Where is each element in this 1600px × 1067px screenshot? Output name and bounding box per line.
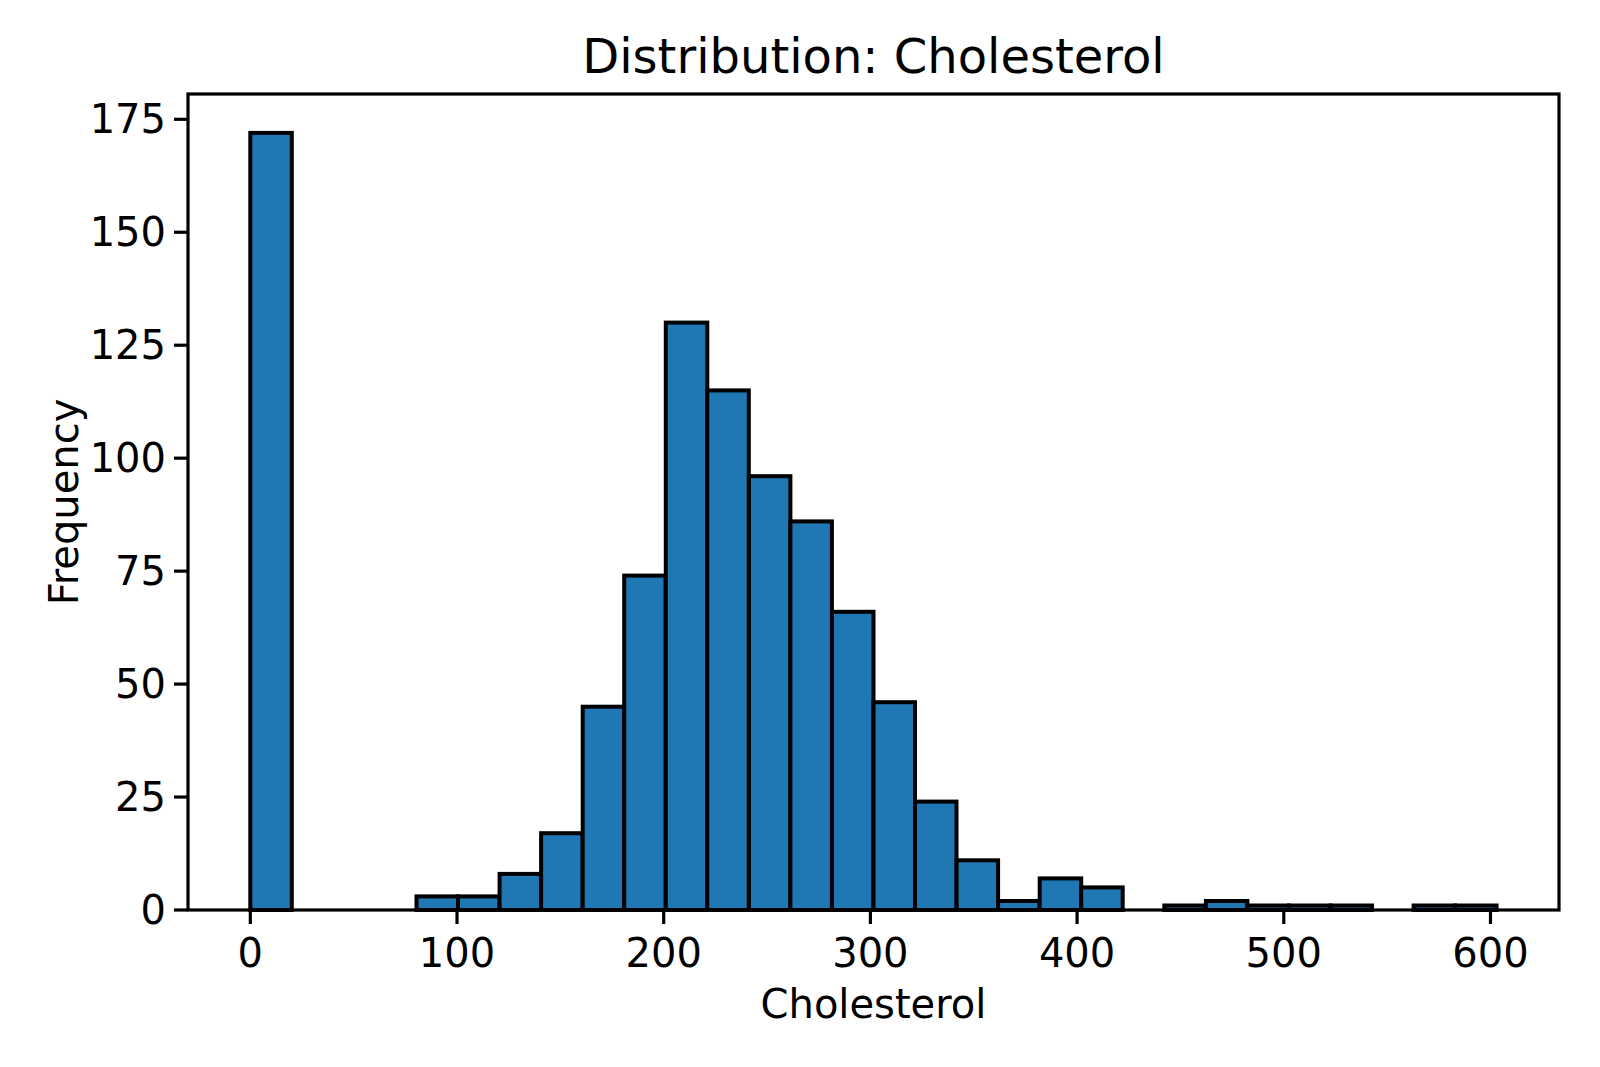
- x-tick-label: 500: [1246, 930, 1322, 976]
- y-tick-label: 150: [90, 209, 166, 255]
- histogram-bar: [915, 802, 957, 910]
- y-axis-label: Frequency: [41, 399, 87, 606]
- histogram-bar: [832, 612, 874, 910]
- histogram-bar: [1081, 887, 1123, 910]
- histogram-bar: [541, 833, 583, 910]
- histogram-bar: [458, 896, 500, 910]
- x-tick-label: 100: [419, 930, 495, 976]
- x-tick-label: 200: [626, 930, 702, 976]
- x-tick-label: 400: [1039, 930, 1115, 976]
- histogram-bar: [666, 323, 708, 910]
- y-tick-label: 0: [141, 887, 166, 933]
- histogram-bar: [250, 133, 291, 910]
- y-tick-label: 25: [115, 774, 166, 820]
- x-tick-label: 0: [238, 930, 263, 976]
- histogram-bar: [749, 476, 791, 910]
- y-tick-label: 100: [90, 435, 166, 481]
- y-tick-label: 175: [90, 96, 166, 142]
- chart-svg: 0 100 200 300 400 500 600 0 25 50 75 100 125 150 175 Di…: [0, 0, 1600, 1067]
- x-tick-label: 300: [832, 930, 908, 976]
- y-tick-label: 125: [90, 322, 166, 368]
- histogram-bar: [500, 874, 541, 910]
- y-tick-label: 75: [115, 548, 166, 594]
- histogram-figure: 0 100 200 300 400 500 600 0 25 50 75 100 125 150 175 Di…: [0, 0, 1600, 1067]
- histogram-bar: [1040, 878, 1082, 910]
- histogram-bar: [790, 521, 832, 910]
- chart-title: Distribution: Cholesterol: [582, 28, 1164, 84]
- histogram-bar: [624, 576, 666, 910]
- x-tick-label: 600: [1452, 930, 1528, 976]
- x-axis-label: Cholesterol: [761, 981, 987, 1027]
- histogram-bar: [957, 860, 999, 910]
- histogram-bar: [417, 896, 459, 910]
- histogram-bar: [707, 390, 749, 910]
- histogram-bar: [874, 702, 916, 910]
- histogram-bar: [583, 707, 625, 910]
- y-tick-label: 50: [115, 661, 166, 707]
